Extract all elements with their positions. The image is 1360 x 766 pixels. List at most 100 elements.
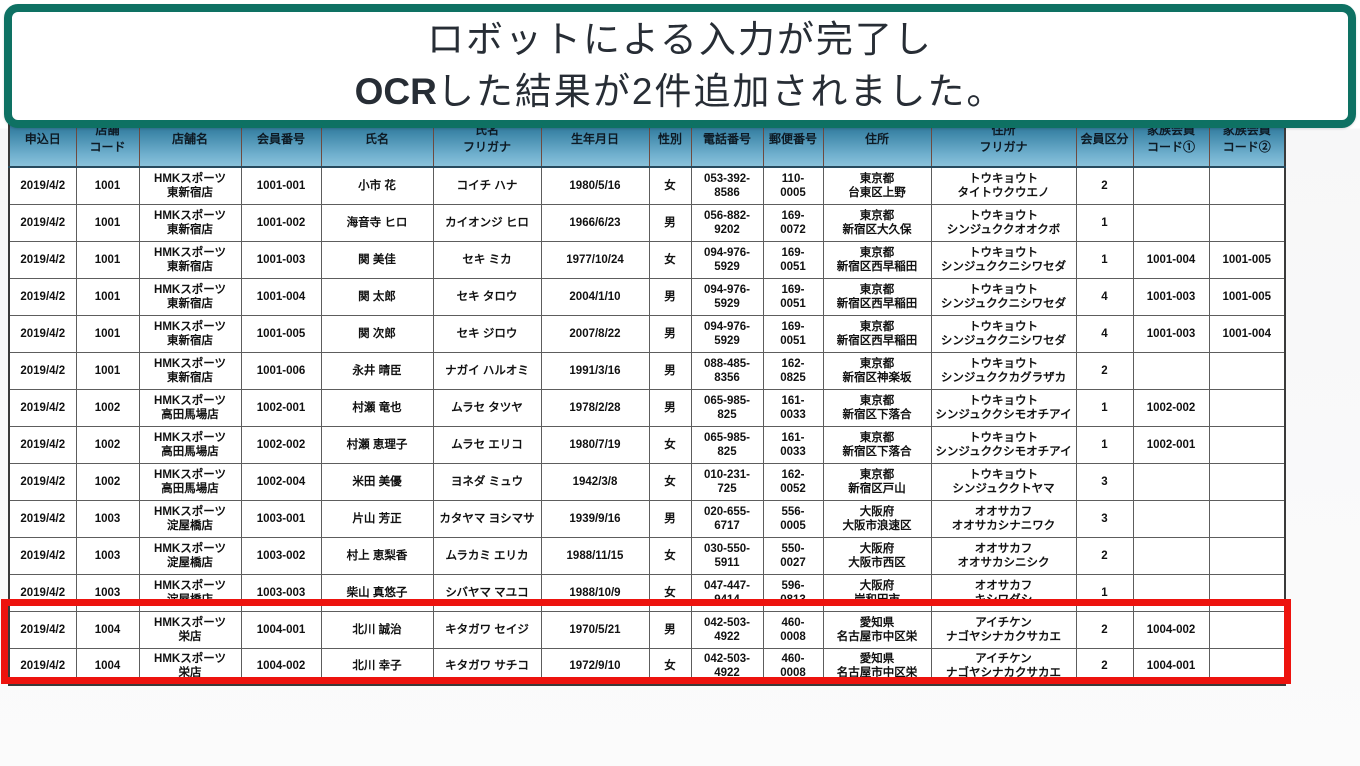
table-cell[interactable]: オオサカフ キシワダシ [930, 573, 1077, 612]
table-cell[interactable] [1132, 536, 1210, 575]
table-cell[interactable]: 1002-002 [240, 425, 322, 464]
table-cell[interactable]: トウキョウト シンジュククカグラザカ [930, 351, 1077, 390]
table-cell[interactable]: 海音寺 ヒロ [320, 203, 434, 242]
table-cell[interactable]: 1002-002 [1132, 388, 1210, 427]
table-cell[interactable]: 020-655- 6717 [690, 499, 764, 538]
table-cell[interactable]: 2019/4/2 [8, 647, 77, 686]
table-cell[interactable]: 1004-002 [1132, 610, 1210, 649]
table-cell[interactable]: 3 [1075, 462, 1134, 501]
table-cell[interactable]: HMKスポーツ 栄店 [138, 647, 242, 686]
table-cell[interactable]: 1991/3/16 [540, 351, 650, 390]
table-cell[interactable]: 1003-002 [240, 536, 322, 575]
table-cell[interactable] [1208, 610, 1286, 649]
table-cell[interactable]: 大阪府 大阪市浪速区 [822, 499, 932, 538]
table-cell[interactable]: 東京都 新宿区大久保 [822, 203, 932, 242]
table-cell[interactable]: ムラセ タツヤ [432, 388, 542, 427]
table-cell[interactable]: 2019/4/2 [8, 314, 77, 353]
table-cell[interactable]: HMKスポーツ 東新宿店 [138, 203, 242, 242]
table-cell[interactable]: 1004-001 [1132, 647, 1210, 686]
table-cell[interactable]: 村瀬 恵理子 [320, 425, 434, 464]
table-cell[interactable]: 女 [648, 240, 692, 279]
table-cell[interactable]: 女 [648, 166, 692, 205]
table-cell[interactable]: 1001-005 [1208, 240, 1286, 279]
table-cell[interactable]: 1002-001 [1132, 425, 1210, 464]
table-cell[interactable]: 東京都 新宿区下落合 [822, 388, 932, 427]
table-cell[interactable]: 1001 [75, 314, 140, 353]
table-cell[interactable]: 1001 [75, 203, 140, 242]
table-cell[interactable]: 女 [648, 573, 692, 612]
table-cell[interactable]: 1939/9/16 [540, 499, 650, 538]
table-cell[interactable]: 1001-001 [240, 166, 322, 205]
table-cell[interactable]: 片山 芳正 [320, 499, 434, 538]
table-cell[interactable]: HMKスポーツ 高田馬場店 [138, 425, 242, 464]
table-cell[interactable]: 2019/4/2 [8, 462, 77, 501]
table-cell[interactable]: ヨネダ ミュウ [432, 462, 542, 501]
table-cell[interactable]: 1003 [75, 573, 140, 612]
table-cell[interactable]: 東京都 新宿区西早稲田 [822, 240, 932, 279]
table-cell[interactable]: HMKスポーツ 淀屋橋店 [138, 499, 242, 538]
table-cell[interactable]: 161- 0033 [762, 388, 824, 427]
table-cell[interactable]: 162- 0825 [762, 351, 824, 390]
table-cell[interactable]: 2 [1075, 610, 1134, 649]
table-cell[interactable]: オオサカフ オオサカシナニワク [930, 499, 1077, 538]
table-cell[interactable]: アイチケン ナゴヤシナカクサカエ [930, 647, 1077, 686]
table-cell[interactable]: 男 [648, 351, 692, 390]
table-cell[interactable]: 東京都 新宿区西早稲田 [822, 277, 932, 316]
table-cell[interactable]: 村上 恵梨香 [320, 536, 434, 575]
table-cell[interactable]: 北川 誠治 [320, 610, 434, 649]
table-cell[interactable]: 110- 0005 [762, 166, 824, 205]
table-cell[interactable]: カイオンジ ヒロ [432, 203, 542, 242]
table-cell[interactable]: 460- 0008 [762, 610, 824, 649]
table-cell[interactable]: 村瀬 竜也 [320, 388, 434, 427]
table-cell[interactable]: 大阪府 大阪市西区 [822, 536, 932, 575]
table-cell[interactable]: 169- 0051 [762, 240, 824, 279]
table-cell[interactable]: ムラセ エリコ [432, 425, 542, 464]
table-cell[interactable]: 1002 [75, 462, 140, 501]
table-cell[interactable]: トウキョウト シンジュククトヤマ [930, 462, 1077, 501]
table-cell[interactable] [1208, 351, 1286, 390]
table-cell[interactable]: 2004/1/10 [540, 277, 650, 316]
table-cell[interactable]: 1001-005 [240, 314, 322, 353]
table-cell[interactable]: キタガワ サチコ [432, 647, 542, 686]
table-cell[interactable]: 460- 0008 [762, 647, 824, 686]
table-cell[interactable]: 1972/9/10 [540, 647, 650, 686]
table-cell[interactable] [1132, 351, 1210, 390]
table-cell[interactable]: 1 [1075, 573, 1134, 612]
table-cell[interactable]: 2019/4/2 [8, 203, 77, 242]
table-cell[interactable]: シバヤマ マユコ [432, 573, 542, 612]
table-cell[interactable]: セキ ジロウ [432, 314, 542, 353]
table-cell[interactable]: 2019/4/2 [8, 388, 77, 427]
table-cell[interactable] [1132, 573, 1210, 612]
table-cell[interactable]: 1988/10/9 [540, 573, 650, 612]
table-cell[interactable]: 1004 [75, 610, 140, 649]
table-cell[interactable]: 1004-002 [240, 647, 322, 686]
table-cell[interactable] [1132, 166, 1210, 205]
table-cell[interactable]: 088-485- 8356 [690, 351, 764, 390]
table-cell[interactable]: 1002 [75, 425, 140, 464]
table-cell[interactable]: 161- 0033 [762, 425, 824, 464]
table-cell[interactable]: 169- 0072 [762, 203, 824, 242]
table-cell[interactable]: 大阪府 岸和田市 [822, 573, 932, 612]
table-cell[interactable]: 2 [1075, 647, 1134, 686]
table-cell[interactable]: 東京都 新宿区戸山 [822, 462, 932, 501]
table-cell[interactable] [1208, 536, 1286, 575]
table-cell[interactable]: キタガワ セイジ [432, 610, 542, 649]
table-cell[interactable]: 1001 [75, 240, 140, 279]
table-cell[interactable]: 094-976- 5929 [690, 240, 764, 279]
table-cell[interactable]: 米田 美優 [320, 462, 434, 501]
table-cell[interactable]: 2019/4/2 [8, 240, 77, 279]
table-cell[interactable]: HMKスポーツ 東新宿店 [138, 277, 242, 316]
table-cell[interactable]: HMKスポーツ 栄店 [138, 610, 242, 649]
table-cell[interactable]: トウキョウト シンジュククシモオチアイ [930, 425, 1077, 464]
table-cell[interactable]: 2019/4/2 [8, 166, 77, 205]
table-cell[interactable]: 1001 [75, 351, 140, 390]
table-cell[interactable]: 1003-001 [240, 499, 322, 538]
table-cell[interactable]: 男 [648, 203, 692, 242]
table-cell[interactable]: 北川 幸子 [320, 647, 434, 686]
table-cell[interactable]: 柴山 真悠子 [320, 573, 434, 612]
table-cell[interactable]: 053-392- 8586 [690, 166, 764, 205]
table-cell[interactable] [1208, 166, 1286, 205]
table-cell[interactable]: 2019/4/2 [8, 499, 77, 538]
table-cell[interactable]: 東京都 新宿区神楽坂 [822, 351, 932, 390]
table-cell[interactable]: 2019/4/2 [8, 351, 77, 390]
